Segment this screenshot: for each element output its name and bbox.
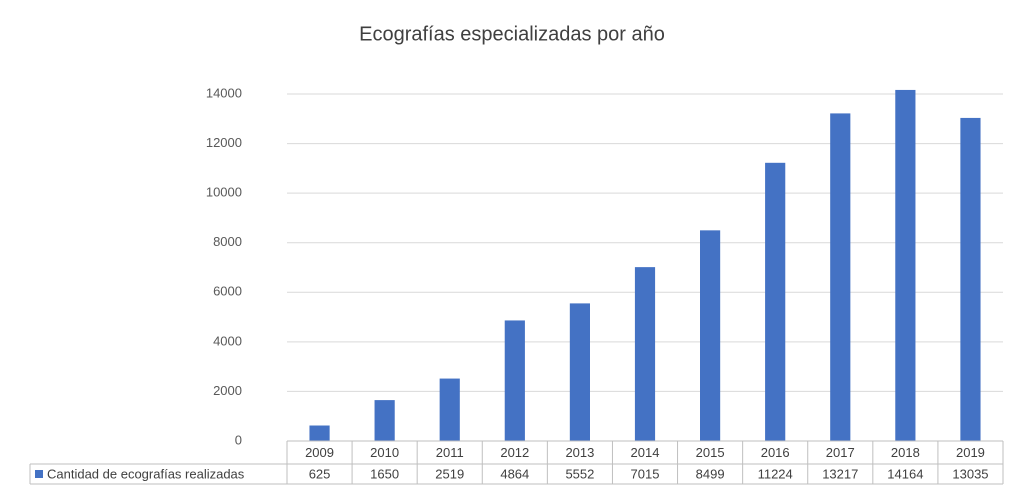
data-table-value: 1650 <box>370 466 399 481</box>
data-table-value: 7015 <box>631 466 660 481</box>
x-tick-label: 2010 <box>370 445 399 460</box>
y-tick-label: 0 <box>235 432 242 447</box>
bar <box>374 400 395 441</box>
data-table-value: 14164 <box>887 466 923 481</box>
y-tick-label: 4000 <box>213 333 242 348</box>
bar <box>700 230 721 441</box>
bar <box>309 425 330 441</box>
data-table-value: 13035 <box>952 466 988 481</box>
bar <box>504 320 525 441</box>
x-tick-label: 2014 <box>631 445 660 460</box>
bar <box>960 117 981 441</box>
y-tick-label: 6000 <box>213 284 242 299</box>
data-table-value: 2519 <box>435 466 464 481</box>
y-tick-label: 8000 <box>213 234 242 249</box>
data-table-value: 4864 <box>500 466 529 481</box>
bar <box>439 378 460 441</box>
x-tick-label: 2019 <box>956 445 985 460</box>
y-tick-label: 14000 <box>206 85 242 100</box>
x-tick-label: 2012 <box>500 445 529 460</box>
bar <box>569 303 590 441</box>
y-tick-label: 12000 <box>206 135 242 150</box>
x-tick-label: 2015 <box>696 445 725 460</box>
x-tick-label: 2009 <box>305 445 334 460</box>
data-table-value: 8499 <box>696 466 725 481</box>
data-table-value: 5552 <box>565 466 594 481</box>
y-tick-label: 2000 <box>213 383 242 398</box>
x-tick-label: 2016 <box>761 445 790 460</box>
y-tick-label: 10000 <box>206 185 242 200</box>
x-tick-label: 2018 <box>891 445 920 460</box>
x-tick-label: 2013 <box>565 445 594 460</box>
bar <box>765 162 786 441</box>
x-tick-label: 2017 <box>826 445 855 460</box>
bar <box>895 89 916 441</box>
chart-title: Ecografías especializadas por año <box>359 23 665 45</box>
data-table-value: 13217 <box>822 466 858 481</box>
data-table-value: 11224 <box>758 466 793 481</box>
x-tick-label: 2011 <box>436 445 464 460</box>
legend-key <box>35 470 43 478</box>
bar <box>830 113 851 441</box>
legend-label: Cantidad de ecografías realizadas <box>47 466 245 481</box>
bar <box>634 267 656 441</box>
data-table-value: 625 <box>309 466 331 481</box>
